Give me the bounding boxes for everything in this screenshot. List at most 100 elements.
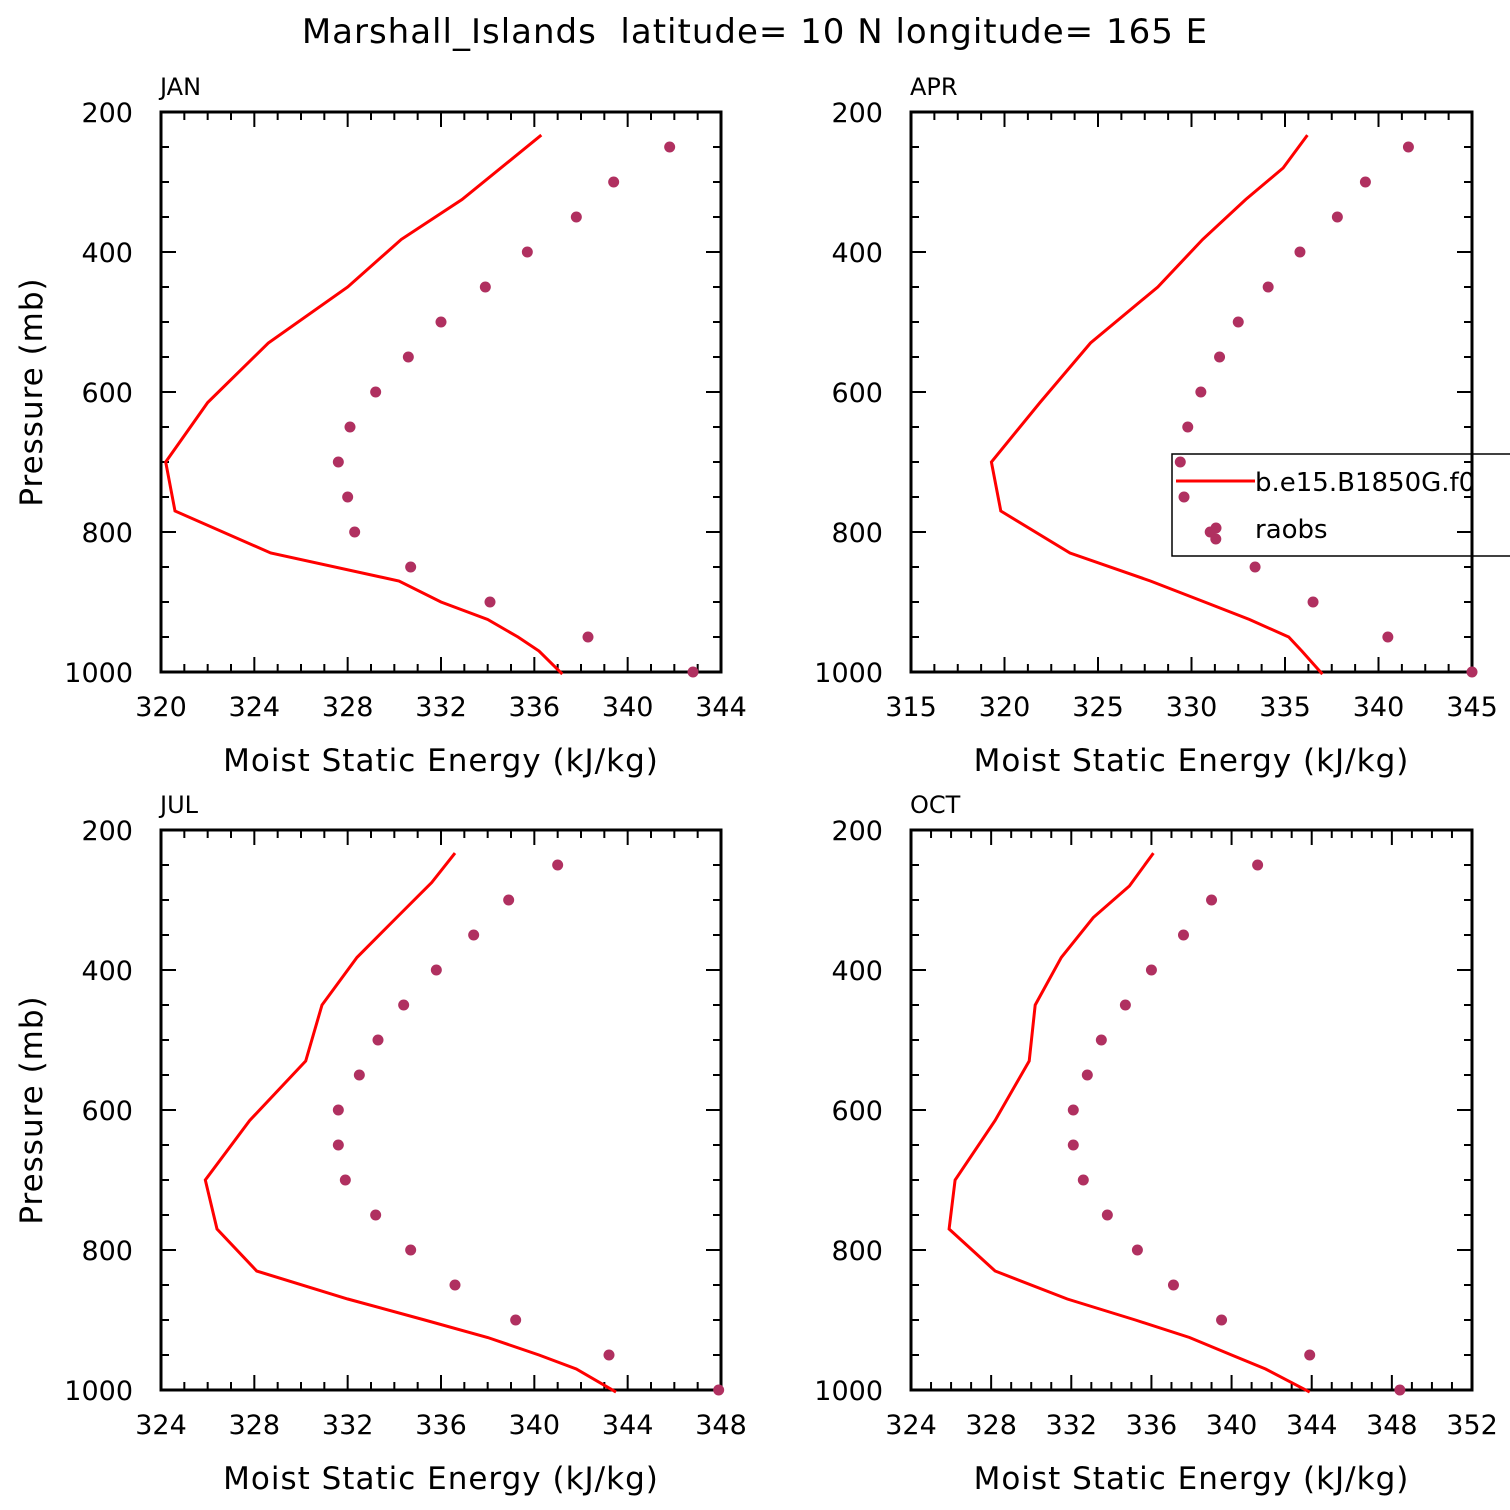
legend-dot-marker xyxy=(1210,522,1222,534)
y-tick-label: 600 xyxy=(81,378,133,409)
raobs-point xyxy=(1067,1139,1079,1151)
raobs-point xyxy=(1177,929,1189,941)
panel-jul: 324 328 332 336 340 344 348 200 400 600 800 1000 JUL… xyxy=(14,791,747,1497)
raobs-point xyxy=(1182,421,1194,433)
raobs-point xyxy=(479,281,491,293)
x-tick-label: 344 xyxy=(602,1410,654,1441)
x-tick-label: 352 xyxy=(1446,1410,1498,1441)
y-tick-label: 800 xyxy=(831,518,883,549)
raobs-point xyxy=(552,859,564,871)
x-tick-label: 344 xyxy=(695,692,747,723)
panel-jan: 320 324 328 332 336 340 344 200 400 600 800 1000 JAN… xyxy=(14,73,747,779)
raobs-point xyxy=(570,211,582,223)
x-axis-title: Moist Static Energy (kJ/kg) xyxy=(974,1461,1410,1497)
y-tick-label: 200 xyxy=(81,98,133,129)
y-axis-title: Pressure (mb) xyxy=(14,277,50,506)
raobs-point xyxy=(1307,596,1319,608)
plot-frame xyxy=(159,110,723,674)
raobs-point xyxy=(353,1069,365,1081)
y-axis-title: Pressure (mb) xyxy=(14,995,50,1224)
x-tick-label: 336 xyxy=(1126,1410,1178,1441)
y-tick-label: 1000 xyxy=(64,1376,133,1407)
raobs-point xyxy=(1119,999,1131,1011)
y-tick-label: 600 xyxy=(831,378,883,409)
raobs-point xyxy=(1331,211,1343,223)
panel-oct: 324 328 332 336 340 344 348 352 200 400 600 800 1000… xyxy=(814,791,1497,1497)
x-tick-label: 340 xyxy=(602,692,654,723)
raobs-point xyxy=(1304,1349,1316,1361)
y-tick-label: 200 xyxy=(831,98,883,129)
x-tick-label: 344 xyxy=(1286,1410,1338,1441)
raobs-point xyxy=(510,1314,522,1326)
raobs-point xyxy=(1081,1069,1093,1081)
x-tick-label: 335 xyxy=(1259,692,1311,723)
raobs-point xyxy=(1210,533,1222,545)
y-tick-label: 400 xyxy=(831,956,883,987)
y-tick-label: 1000 xyxy=(814,1376,883,1407)
y-tick-label: 400 xyxy=(81,238,133,269)
panel-apr: 315 320 325 330 335 340 345 200 400 600 800 1000 APR… xyxy=(814,73,1497,779)
raobs-point xyxy=(332,456,344,468)
x-tick-label: 320 xyxy=(135,692,187,723)
raobs-point xyxy=(332,1139,344,1151)
raobs-point xyxy=(1077,1174,1089,1186)
raobs-point xyxy=(1252,859,1264,871)
x-tick-label: 348 xyxy=(695,1410,747,1441)
x-tick-label: 340 xyxy=(509,1410,561,1441)
x-tick-label: 324 xyxy=(229,692,281,723)
x-tick-label: 324 xyxy=(885,1410,937,1441)
y-tick-label: 1000 xyxy=(64,658,133,689)
raobs-point xyxy=(370,386,382,398)
raobs-point xyxy=(430,964,442,976)
raobs-point xyxy=(1145,964,1157,976)
x-tick-label: 332 xyxy=(415,692,467,723)
x-tick-label: 324 xyxy=(135,1410,187,1441)
raobs-point xyxy=(1067,1104,1079,1116)
raobs-point xyxy=(405,1244,417,1256)
legend-label-model: b.e15.B1850G.f0 xyxy=(1255,468,1475,498)
raobs-point xyxy=(1382,631,1394,643)
x-tick-label: 328 xyxy=(322,692,374,723)
raobs-point xyxy=(405,561,417,573)
raobs-point xyxy=(582,631,594,643)
y-tick-label: 200 xyxy=(831,816,883,847)
x-tick-label: 325 xyxy=(1072,692,1124,723)
y-tick-label: 600 xyxy=(831,1096,883,1127)
model-line xyxy=(989,134,1324,676)
x-tick-label: 348 xyxy=(1366,1410,1418,1441)
raobs-point xyxy=(1095,1034,1107,1046)
raobs-point xyxy=(449,1279,461,1291)
raobs-point xyxy=(687,666,699,678)
raobs-point xyxy=(1232,316,1244,328)
raobs-point xyxy=(1249,561,1261,573)
raobs-point xyxy=(468,929,480,941)
panel-label: OCT xyxy=(910,791,961,819)
panel-label: JAN xyxy=(158,73,201,101)
y-tick-label: 400 xyxy=(831,238,883,269)
raobs-point xyxy=(1466,666,1478,678)
x-tick-label: 332 xyxy=(1046,1410,1098,1441)
raobs-point xyxy=(342,491,354,503)
x-axis-title: Moist Static Energy (kJ/kg) xyxy=(974,743,1410,779)
raobs-point xyxy=(1394,1384,1406,1396)
raobs-point xyxy=(349,526,361,538)
y-tick-label: 200 xyxy=(81,816,133,847)
raobs-point xyxy=(503,894,515,906)
panel-label: JUL xyxy=(158,791,199,819)
raobs-point xyxy=(713,1384,725,1396)
legend-label-raobs: raobs xyxy=(1255,515,1328,545)
raobs-point xyxy=(608,176,620,188)
raobs-point xyxy=(1262,281,1274,293)
x-tick-label: 320 xyxy=(979,692,1031,723)
raobs-point xyxy=(1167,1279,1179,1291)
legend-box xyxy=(1171,453,1510,557)
raobs-point xyxy=(1206,894,1218,906)
raobs-point xyxy=(435,316,447,328)
raobs-point xyxy=(603,1349,615,1361)
legend: b.e15.B1850G.f0 raobs xyxy=(1171,453,1510,557)
raobs-point xyxy=(370,1209,382,1221)
y-tick-label: 800 xyxy=(831,1236,883,1267)
plot-frame xyxy=(159,828,723,1392)
raobs-point xyxy=(1214,351,1226,363)
